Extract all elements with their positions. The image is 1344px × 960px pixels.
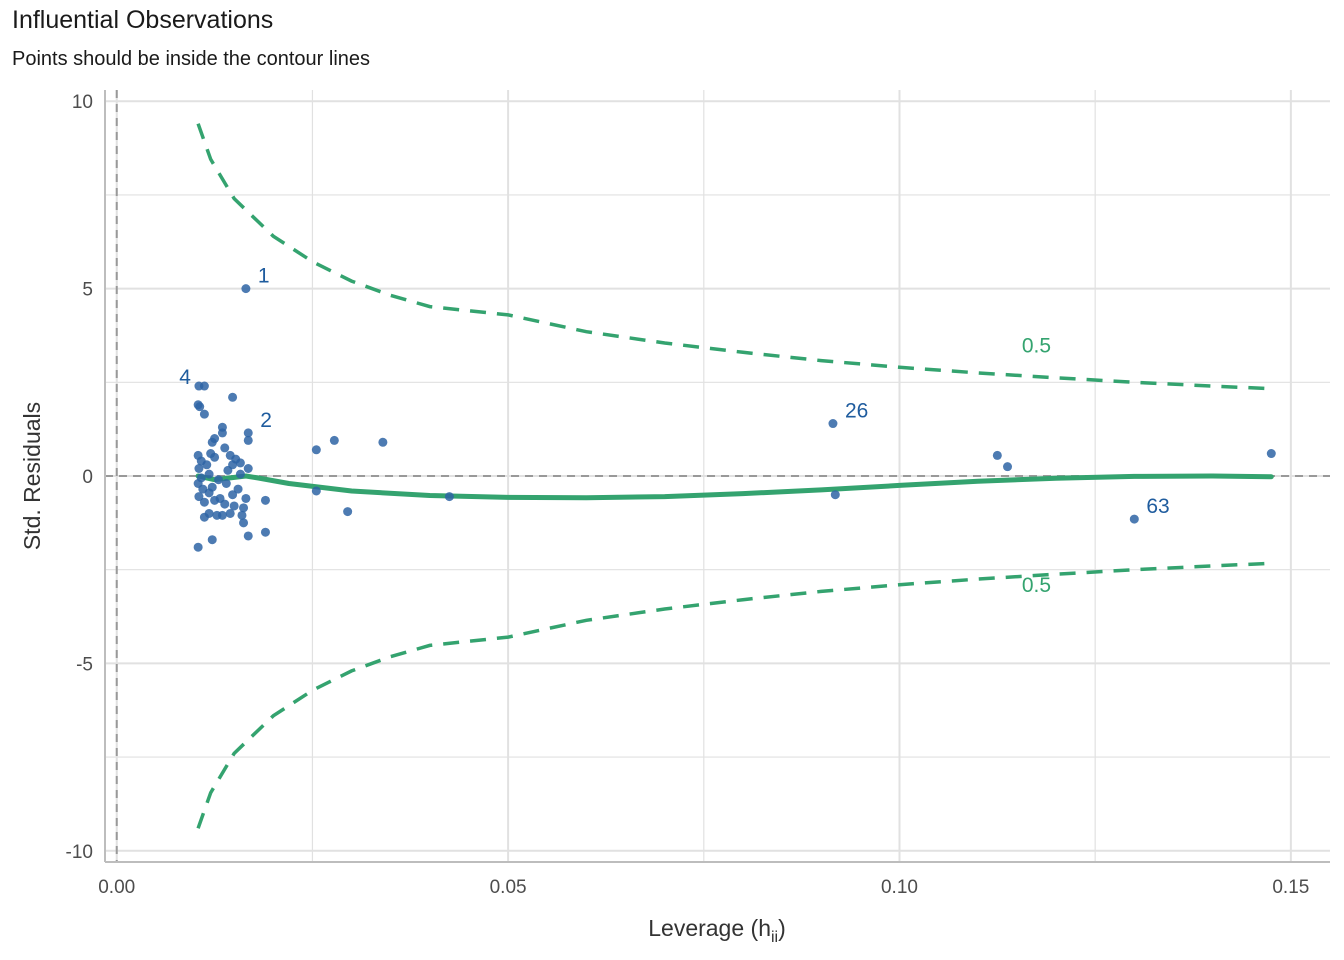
- data-point: [210, 452, 220, 462]
- data-point: [235, 469, 245, 479]
- data-point: [202, 460, 212, 470]
- data-point: [199, 409, 209, 419]
- points-layer: [193, 284, 1276, 552]
- data-point: [243, 464, 253, 474]
- y-tick-label: 5: [82, 280, 93, 301]
- data-point: [207, 437, 217, 447]
- data-point: [213, 475, 223, 485]
- data-point: [199, 381, 209, 391]
- x-tick-label: 0.15: [1272, 877, 1309, 898]
- data-point: [235, 458, 245, 468]
- point-labels-layer: 1 2 4 26 63: [179, 265, 1169, 518]
- data-point: [199, 497, 209, 507]
- data-point: [243, 435, 253, 445]
- data-point: [193, 542, 203, 552]
- x-tick-label: 0.10: [881, 877, 918, 898]
- data-point: [207, 535, 217, 545]
- chart-title: Influential Observations: [12, 6, 274, 34]
- reference-lines: [105, 90, 1330, 862]
- point-label: 26: [845, 400, 868, 423]
- data-point: [228, 392, 238, 402]
- data-point: [343, 507, 353, 517]
- data-point: [239, 503, 249, 513]
- x-axis-title-subscript: ii: [771, 929, 778, 946]
- data-point: [830, 490, 840, 500]
- point-label: 4: [179, 366, 191, 389]
- data-point: [237, 510, 247, 520]
- contour-label: 0.5: [1022, 574, 1051, 597]
- contour-label: 0.5: [1022, 334, 1051, 357]
- data-point: [225, 508, 235, 518]
- contour-lines: 0.5 0.5: [196, 123, 1272, 829]
- data-point: [243, 428, 253, 438]
- data-point: [223, 465, 233, 475]
- x-axis-title: Leverage (hii): [648, 915, 786, 946]
- x-axis-title-close: ): [778, 915, 786, 941]
- point-label: 1: [258, 265, 270, 288]
- smooth-line: [195, 473, 1274, 501]
- data-point: [311, 445, 321, 455]
- data-point: [204, 469, 214, 479]
- data-point: [194, 492, 204, 502]
- x-tick-label: 0.05: [490, 877, 527, 898]
- point-label: 2: [260, 409, 272, 432]
- data-point: [378, 437, 388, 447]
- data-point: [992, 450, 1002, 460]
- data-point: [239, 518, 249, 528]
- data-point: [243, 531, 253, 541]
- point-label: 63: [1146, 495, 1169, 518]
- y-tick-label: 0: [82, 467, 93, 488]
- data-point: [195, 402, 205, 412]
- y-tick-label: -5: [76, 654, 93, 675]
- data-point: [311, 486, 321, 496]
- data-point: [1266, 449, 1276, 459]
- data-point: [220, 443, 230, 453]
- data-point: [217, 428, 227, 438]
- data-point: [229, 501, 239, 511]
- data-point: [444, 492, 454, 502]
- data-point: [228, 490, 238, 500]
- grid-layer: [105, 90, 1330, 862]
- x-tick-label: 0.00: [98, 877, 135, 898]
- data-point: [241, 284, 251, 294]
- contour-upper: [196, 123, 1272, 391]
- data-point: [233, 484, 243, 494]
- smooth-line-layer: [195, 473, 1274, 501]
- data-point: [215, 493, 225, 503]
- y-tick-label: 10: [72, 92, 93, 113]
- data-point: [260, 527, 270, 537]
- data-point: [828, 419, 838, 429]
- data-point: [204, 488, 214, 498]
- x-axis-title-main: Leverage (h: [648, 915, 771, 941]
- y-axis-title: Std. Residuals: [19, 402, 45, 550]
- data-point: [194, 464, 204, 474]
- data-point: [221, 478, 231, 488]
- axis-layer: 0.00 0.05 0.10 0.15 10 5 0 -5 -10: [66, 90, 1330, 898]
- data-point: [1129, 514, 1139, 524]
- data-point: [199, 512, 209, 522]
- data-point: [260, 495, 270, 505]
- data-point: [329, 435, 339, 445]
- data-point: [196, 473, 206, 483]
- data-point: [217, 510, 227, 520]
- y-tick-label: -10: [66, 842, 93, 863]
- data-point: [1003, 462, 1013, 472]
- contour-lower: [196, 561, 1272, 829]
- data-point: [241, 493, 251, 503]
- chart-subtitle: Points should be inside the contour line…: [12, 48, 371, 70]
